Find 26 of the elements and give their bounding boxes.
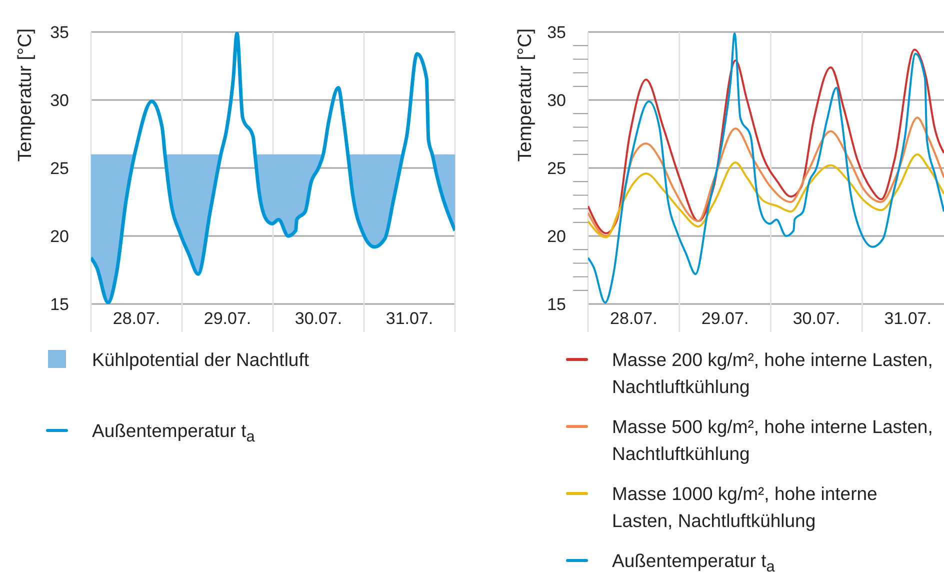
y-axis-title: Temperatur [°C] <box>515 28 536 162</box>
legend-label: Masse 500 kg/m², hohe interne Lasten, Nachtluftkühlung <box>612 415 934 466</box>
x-tick-label: 31.07. <box>884 309 932 328</box>
y-tick-label: 20 <box>50 226 69 246</box>
x-tick-label: 29.07. <box>204 309 252 328</box>
legend-label: Außentemperatur t$_{a}$ <box>92 419 256 448</box>
y-tick-label: 30 <box>50 90 69 110</box>
x-tick-label: 29.07. <box>701 309 749 328</box>
y-tick-label: 15 <box>50 294 69 314</box>
y-tick-label: 20 <box>547 226 566 246</box>
x-tick-label: 30.07. <box>294 309 342 328</box>
x-tick-label: 30.07. <box>792 309 840 328</box>
legend-label: Masse 200 kg/m², hohe interne Lasten, Nachtluftkühlung <box>612 348 934 399</box>
x-tick-label: 31.07. <box>386 309 434 328</box>
x-tick-label: 28.07. <box>112 309 160 328</box>
y-tick-label: 15 <box>547 294 566 314</box>
y-tick-label: 30 <box>547 90 566 110</box>
y-tick-label: 25 <box>547 158 566 178</box>
legend-label: Kühlpotential der Nachtluft <box>92 348 310 372</box>
legend-label: Masse 1000 kg/m², hohe interne Lasten, Nachtluftkühlung <box>612 482 878 533</box>
x-tick-label: 28.07. <box>610 309 658 328</box>
y-tick-label: 35 <box>50 22 69 42</box>
y-axis-title: Temperatur [°C] <box>15 28 36 162</box>
legend-label: Außentemperatur t$_{a}$ <box>612 549 776 577</box>
y-tick-label: 35 <box>547 22 566 42</box>
y-tick-label: 25 <box>50 158 69 178</box>
